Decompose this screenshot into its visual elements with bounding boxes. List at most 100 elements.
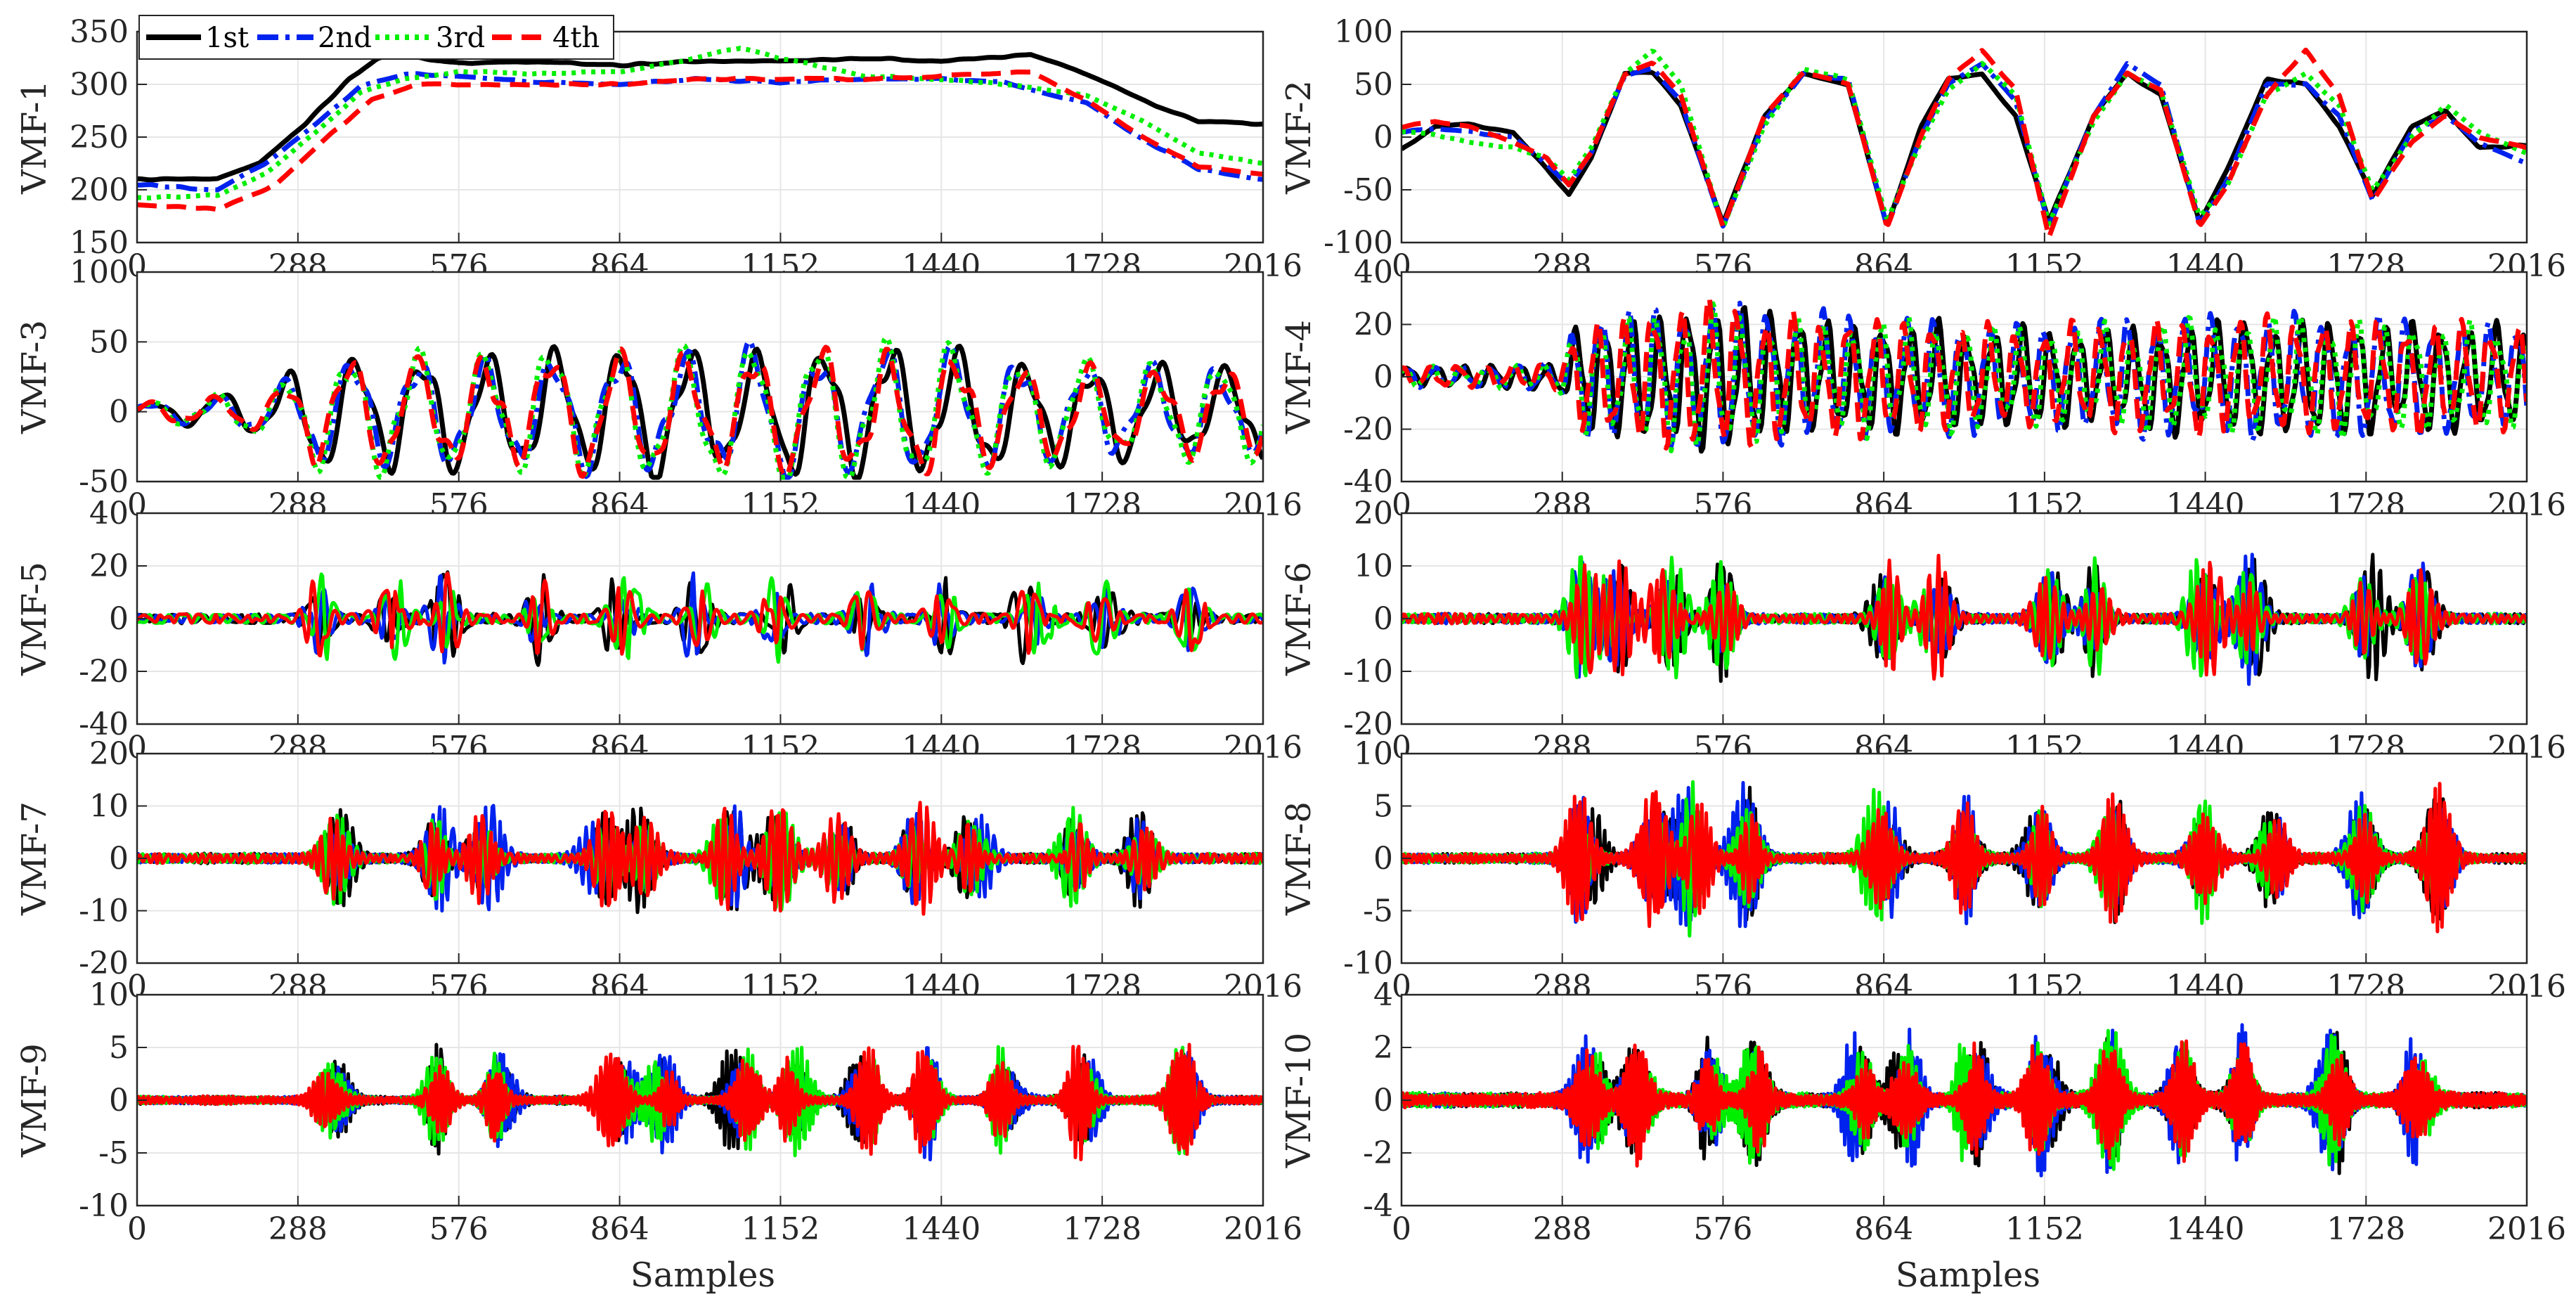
y-tick-label: 250 xyxy=(70,120,129,155)
y-tick-label: 50 xyxy=(1354,67,1393,103)
y-tick-label: -4 xyxy=(1363,1188,1393,1224)
series-line-4th-vmf-6 xyxy=(1402,553,2527,681)
series-line-4th-vmf-4 xyxy=(1402,295,2527,451)
y-tick-label: -20 xyxy=(79,946,129,981)
y-tick-label: 10 xyxy=(89,977,129,1013)
series-group-vmf-5 xyxy=(137,570,1263,667)
series-group-vmf-1 xyxy=(137,46,1263,212)
x-tick-label: 1728 xyxy=(1063,1211,1141,1247)
y-tick-label: 0 xyxy=(1373,120,1393,155)
y-tick-label: 20 xyxy=(89,548,129,584)
legend-entry-1st: 1st xyxy=(146,22,249,54)
y-tick-label: 5 xyxy=(109,1030,129,1066)
x-tick-label: 576 xyxy=(429,1211,488,1247)
y-tick-label: -5 xyxy=(98,1135,129,1171)
legend-entry-2nd: 2nd xyxy=(257,22,372,54)
series-line-4th-vmf-7 xyxy=(137,801,1263,916)
subplot-grid: 0 288 576 864 1152 1440 1728 201615020025030035… xyxy=(15,14,2566,1247)
subplot-vmf-4: 0 288 576 864 1152 1440 1728 2016-40-2002040VMF… xyxy=(1279,254,2566,523)
x-tick-label: 1440 xyxy=(902,1211,980,1247)
subplot-vmf-7: 0 288 576 864 1152 1440 1728 2016-20-1001020VMF… xyxy=(15,736,1302,1005)
subplot-vmf-6: 0 288 576 864 1152 1440 1728 2016-20-1001020VMF… xyxy=(1279,496,2566,766)
y-axis-label-vmf-10: VMF-10 xyxy=(1279,1033,1319,1168)
y-tick-label: 0 xyxy=(109,841,129,877)
y-tick-label: -40 xyxy=(1343,464,1393,500)
y-axis-label-vmf-1: VMF-1 xyxy=(15,80,54,195)
y-tick-label: 150 xyxy=(70,225,129,261)
legend-label-1st: 1st xyxy=(205,22,249,54)
axes-box-vmf-3 xyxy=(136,271,1264,483)
y-axis-label-vmf-7: VMF-7 xyxy=(15,801,54,916)
x-tick-label: 864 xyxy=(1854,1211,1913,1247)
series-line-3rd-vmf-2 xyxy=(1402,49,2527,230)
y-tick-label: 10 xyxy=(1354,548,1393,584)
y-tick-label: 100 xyxy=(1334,14,1393,50)
y-tick-label: -10 xyxy=(79,1188,129,1224)
subplot-vmf-5: 0 288 576 864 1152 1440 1728 2016-40-2002040VMF… xyxy=(15,496,1302,766)
x-tick-label: 1440 xyxy=(2166,1211,2245,1247)
y-tick-label: 40 xyxy=(89,496,129,531)
y-tick-label: -10 xyxy=(1343,946,1393,981)
series-group-vmf-8 xyxy=(1402,780,2527,938)
y-tick-label: -50 xyxy=(79,464,129,500)
series-group-vmf-2 xyxy=(1402,47,2527,240)
y-tick-label: -20 xyxy=(79,654,129,690)
subplot-vmf-9: 0 288 576 864 1152 1440 1728 2016 -10 -5 0 5 10 VMF-9 xyxy=(15,977,1302,1247)
y-axis-label-vmf-3: VMF-3 xyxy=(15,320,54,434)
y-tick-label: 0 xyxy=(1373,1083,1393,1118)
legend-entry-4th: 4th xyxy=(492,22,600,54)
x-tick-label: 0 xyxy=(1392,1211,1411,1247)
y-tick-label: 4 xyxy=(1373,977,1393,1013)
y-tick-label: 40 xyxy=(1354,254,1393,290)
y-axis-label-vmf-4: VMF-4 xyxy=(1279,320,1319,434)
series-line-4th-vmf-10 xyxy=(1402,1039,2527,1168)
series-line-2nd-vmf-2 xyxy=(1402,60,2527,229)
series-line-4th-vmf-2 xyxy=(1402,47,2527,240)
x-tick-label: 576 xyxy=(1693,1211,1752,1247)
y-tick-label: 10 xyxy=(89,789,129,825)
x-tick-label: 1728 xyxy=(2326,1211,2405,1247)
y-axis-label-vmf-6: VMF-6 xyxy=(1279,562,1319,676)
legend-label-3rd: 3rd xyxy=(436,22,485,54)
series-line-1st-vmf-1 xyxy=(137,52,1263,183)
y-tick-label: 5 xyxy=(1373,789,1393,825)
series-group-vmf-4 xyxy=(1402,295,2527,454)
y-tick-label: 350 xyxy=(70,14,129,50)
y-tick-label: -5 xyxy=(1363,894,1393,929)
y-tick-label: 0 xyxy=(109,394,129,430)
y-tick-label: 0 xyxy=(1373,359,1393,395)
series-line-2nd-vmf-3 xyxy=(137,338,1263,480)
y-tick-label: 300 xyxy=(70,67,129,103)
subplot-vmf-2: 0 288 576 864 1152 1440 1728 2016-100-50050100V… xyxy=(1279,14,2566,284)
y-tick-label: -10 xyxy=(1343,654,1393,690)
subplot-vmf-1: 0 288 576 864 1152 1440 1728 201615020025030035… xyxy=(15,14,1302,284)
y-tick-label: 100 xyxy=(70,254,129,290)
series-group-vmf-7 xyxy=(137,801,1263,916)
y-tick-label: 50 xyxy=(89,324,129,360)
legend-label-4th: 4th xyxy=(552,22,600,54)
y-tick-label: 0 xyxy=(109,1083,129,1118)
x-tick-label: 1152 xyxy=(2005,1211,2084,1247)
x-tick-label: 0 xyxy=(127,1211,147,1247)
x-axis-label-right: Samples xyxy=(1896,1256,2040,1295)
series-line-4th-vmf-9 xyxy=(137,1043,1263,1161)
y-tick-label: -20 xyxy=(1343,412,1393,448)
y-tick-label: 0 xyxy=(1373,841,1393,877)
legend-label-2nd: 2nd xyxy=(318,22,372,54)
y-tick-label: -2 xyxy=(1363,1135,1393,1171)
y-tick-label: -40 xyxy=(79,707,129,742)
legend: 1st 2nd 3rd 4th xyxy=(138,15,614,60)
y-tick-label: -100 xyxy=(1323,225,1393,261)
y-tick-label: -10 xyxy=(79,894,129,929)
series-line-4th-vmf-5 xyxy=(137,572,1263,658)
series-group-vmf-10 xyxy=(1402,1023,2527,1178)
y-tick-label: 20 xyxy=(1354,307,1393,343)
y-tick-label: 200 xyxy=(70,172,129,208)
y-tick-label: -50 xyxy=(1343,172,1393,208)
y-tick-label: 0 xyxy=(109,601,129,637)
y-axis-label-vmf-2: VMF-2 xyxy=(1279,80,1319,195)
y-axis-label-vmf-8: VMF-8 xyxy=(1279,801,1319,916)
y-axis-label-vmf-9: VMF-9 xyxy=(15,1043,54,1158)
